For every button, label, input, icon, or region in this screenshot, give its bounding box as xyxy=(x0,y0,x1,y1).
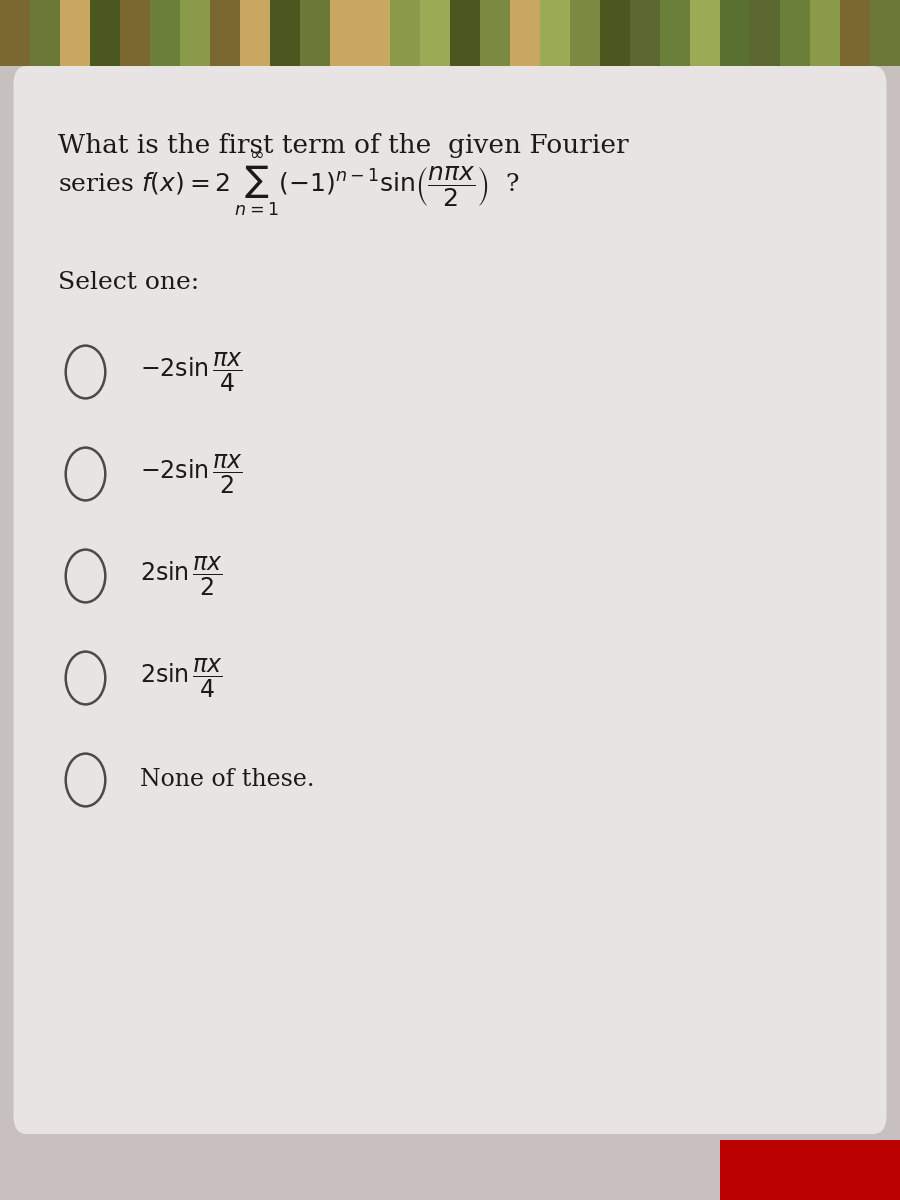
FancyBboxPatch shape xyxy=(30,0,65,66)
FancyBboxPatch shape xyxy=(360,0,394,66)
Text: $2\sin\dfrac{\pi x}{2}$: $2\sin\dfrac{\pi x}{2}$ xyxy=(140,554,222,598)
FancyBboxPatch shape xyxy=(630,0,664,66)
FancyBboxPatch shape xyxy=(330,0,365,66)
FancyBboxPatch shape xyxy=(870,0,900,66)
FancyBboxPatch shape xyxy=(180,0,214,66)
Text: $-2\sin\dfrac{\pi x}{2}$: $-2\sin\dfrac{\pi x}{2}$ xyxy=(140,452,242,496)
FancyBboxPatch shape xyxy=(240,0,274,66)
FancyBboxPatch shape xyxy=(0,0,34,66)
FancyBboxPatch shape xyxy=(420,0,454,66)
Text: Select one:: Select one: xyxy=(58,271,200,294)
FancyBboxPatch shape xyxy=(90,0,124,66)
FancyBboxPatch shape xyxy=(300,0,335,66)
FancyBboxPatch shape xyxy=(540,0,574,66)
FancyBboxPatch shape xyxy=(750,0,785,66)
Text: None of these.: None of these. xyxy=(140,768,314,792)
Text: series $f(x) = 2\,\sum_{n=1}^{\infty}(-1)^{n-1}\sin\!\left(\dfrac{n\pi x}{2}\rig: series $f(x) = 2\,\sum_{n=1}^{\infty}(-1… xyxy=(58,151,520,218)
FancyBboxPatch shape xyxy=(720,0,754,66)
Text: What is the first term of the  given Fourier: What is the first term of the given Four… xyxy=(58,133,629,158)
FancyBboxPatch shape xyxy=(780,0,814,66)
FancyBboxPatch shape xyxy=(150,0,184,66)
Text: $2\sin\dfrac{\pi x}{4}$: $2\sin\dfrac{\pi x}{4}$ xyxy=(140,656,222,700)
FancyBboxPatch shape xyxy=(840,0,875,66)
Text: $-2\sin\dfrac{\pi x}{4}$: $-2\sin\dfrac{\pi x}{4}$ xyxy=(140,350,242,394)
FancyBboxPatch shape xyxy=(600,0,634,66)
FancyBboxPatch shape xyxy=(480,0,515,66)
FancyBboxPatch shape xyxy=(120,0,155,66)
FancyBboxPatch shape xyxy=(510,0,544,66)
FancyBboxPatch shape xyxy=(14,66,886,1134)
FancyBboxPatch shape xyxy=(690,0,725,66)
FancyBboxPatch shape xyxy=(210,0,245,66)
FancyBboxPatch shape xyxy=(450,0,484,66)
FancyBboxPatch shape xyxy=(570,0,605,66)
FancyBboxPatch shape xyxy=(810,0,844,66)
FancyBboxPatch shape xyxy=(720,1140,900,1200)
FancyBboxPatch shape xyxy=(270,0,304,66)
FancyBboxPatch shape xyxy=(390,0,425,66)
FancyBboxPatch shape xyxy=(60,0,94,66)
FancyBboxPatch shape xyxy=(660,0,695,66)
